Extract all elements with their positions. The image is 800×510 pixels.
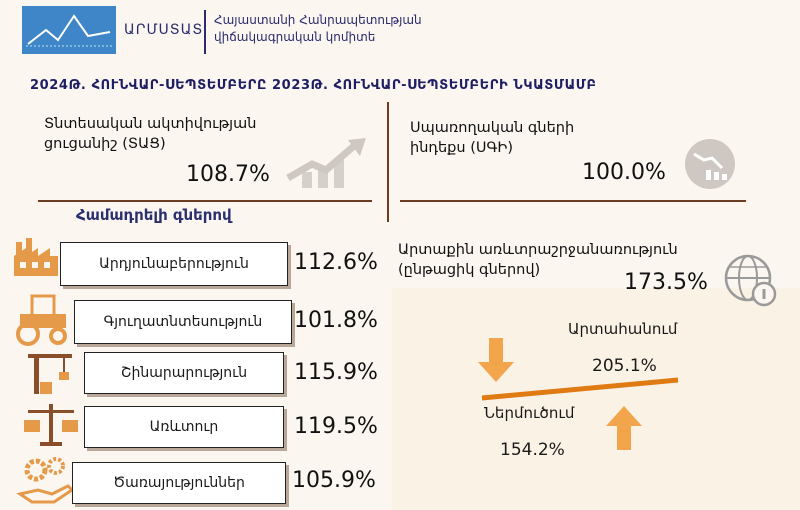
cpi-label-line1: Սպառողական գների [410, 120, 575, 136]
sector-trade-label: Առևտուր [149, 419, 219, 435]
sector-agriculture-value: 101.8% [294, 308, 378, 333]
cpi-label: Սպառողական գների ինդեքս (ՍԳԻ) [410, 118, 574, 158]
cpi-value: 100.0% [582, 160, 666, 185]
crane-icon [28, 354, 72, 394]
external-trade-label: Արտաքին առևտրաշրջանառություն (ընթացիկ գն… [398, 240, 678, 280]
import-label: Ներմուծում [484, 404, 575, 422]
sector-trade-box: Առևտուր [84, 406, 284, 448]
sector-construction-value: 115.9% [294, 360, 378, 385]
org-name-line1: Հայաստանի Հանրապետության [214, 13, 422, 27]
org-name-line2: վիճակագրական կոմիտե [214, 30, 376, 44]
import-value: 154.2% [500, 440, 565, 460]
tractor-icon [16, 294, 67, 346]
external-trade-label-line1: Արտաքին առևտրաշրջանառություն [398, 242, 678, 258]
external-trade-panel [392, 288, 800, 510]
header-divider [204, 10, 206, 54]
sector-trade-value: 119.5% [294, 414, 378, 439]
logo [22, 6, 116, 54]
sector-construction-label: Շինարարություն [120, 365, 248, 381]
sector-services-value: 105.9% [292, 468, 376, 493]
sector-services-box: Ծառայություններ [72, 462, 286, 504]
org-name: Հայաստանի Հանրապետության վիճակագրական կո… [214, 12, 454, 46]
external-trade-value: 173.5% [624, 270, 708, 295]
sector-industry-value: 112.6% [294, 250, 378, 275]
external-trade-label-line2: (ընթացիկ գներով) [398, 262, 541, 278]
activity-label: Տնտեսական ակտիվության ցուցանիշ (ՏԱՑ) [44, 114, 256, 154]
activity-value: 108.7% [186, 162, 270, 187]
sector-agriculture-box: Գյուղատնտեսություն [74, 300, 292, 344]
page-title: 2024Թ. ՀՈՒՆՎԱՐ-ՍԵՊՏԵՄԲԵՐԸ 2023Թ. ՀՈՒՆՎԱՐ… [30, 78, 597, 93]
arrow-up-icon [606, 406, 642, 450]
sector-industry-box: Արդյունաբերություն [60, 242, 288, 286]
trade-balance-line [481, 377, 679, 401]
cpi-underline [400, 200, 746, 202]
logo-graph-icon [22, 6, 116, 54]
activity-underline [38, 200, 372, 202]
sector-services-label: Ծառայություններ [113, 475, 245, 491]
arrow-down-icon [478, 338, 514, 382]
activity-label-line2: ցուցանիշ (ՏԱՑ) [44, 136, 166, 152]
sector-agriculture-label: Գյուղատնտեսություն [103, 314, 263, 330]
cpi-label-line2: ինդեքս (ՍԳԻ) [410, 140, 514, 156]
growth-chart-icon [286, 138, 366, 188]
gears-hand-icon [16, 457, 75, 504]
export-label: Արտահանում [568, 320, 678, 338]
comparable-prices-title: Համադրելի գներով [76, 206, 232, 224]
export-value: 205.1% [592, 356, 657, 376]
logo-text: ԱՐՄՍՏԱՏ [124, 22, 204, 38]
price-index-icon [685, 139, 735, 189]
scales-icon [24, 404, 78, 446]
factory-icon [14, 238, 58, 276]
activity-label-line1: Տնտեսական ակտիվության [44, 116, 257, 132]
center-divider [387, 102, 389, 222]
globe-icon [724, 254, 777, 307]
sector-construction-box: Շինարարություն [84, 352, 284, 394]
sector-industry-label: Արդյունաբերություն [99, 256, 249, 272]
